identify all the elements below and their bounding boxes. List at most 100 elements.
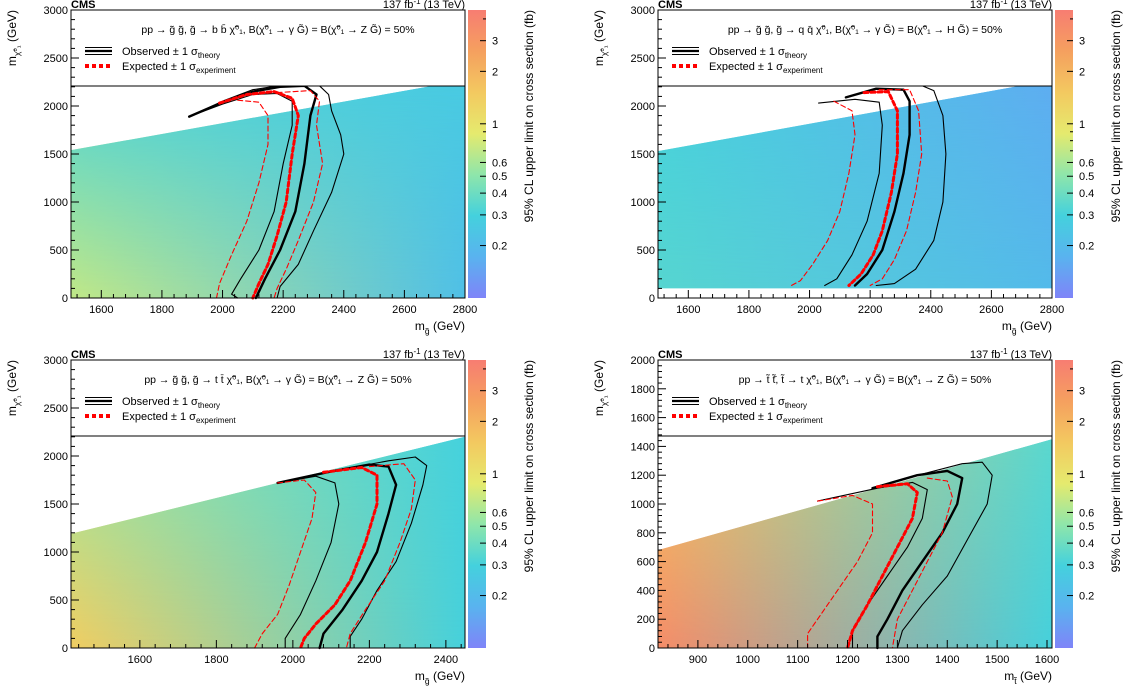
color-bar-gradient (1055, 360, 1073, 648)
x-tick-label: 2200 (357, 654, 381, 666)
color-bar-tick-label: 0.2 (1079, 241, 1094, 253)
y-tick-label: 0 (62, 643, 68, 655)
contour-expected (847, 90, 899, 287)
lumi-label: 137 fb-1 (13 TeV) (970, 347, 1052, 361)
contour-expected (299, 466, 379, 650)
color-bar-gradient (1055, 10, 1073, 298)
color-bar-title: 95% CL upper limit on cross section (fb) (1109, 360, 1123, 572)
color-bar-tick-label: 0.2 (492, 591, 507, 603)
legend-item-expected: Expected ± 1 σexperiment (85, 61, 236, 75)
contour-observed-up (330, 456, 428, 649)
y-tick-label: 3000 (44, 355, 68, 367)
legend: pp → g̃ g̃, g̃ → q q̄ χ̃⁰₁, B(χ̃⁰₁ → γ G… (657, 9, 1053, 87)
contour-observed-down (188, 92, 293, 299)
y-axis-title: mχ̃⁰₁ (GeV) (5, 10, 22, 66)
contour-observed-up (896, 461, 993, 649)
legend-label: Observed ± 1 σtheory (122, 46, 220, 60)
color-bar-tick-label: 1 (1079, 119, 1085, 131)
color-bar-title: 95% CL upper limit on cross section (fb) (522, 360, 536, 572)
experiment-label: CMS (658, 0, 682, 11)
y-tick-label: 200 (637, 614, 655, 626)
y-axis-title: mχ̃⁰₁ (GeV) (592, 360, 609, 416)
y-tick-label: 500 (50, 245, 68, 257)
contour-expected-up (891, 477, 953, 649)
process-label: pp → g̃ g̃, g̃ → t t̄ χ̃⁰₁, B(χ̃⁰₁ → γ G… (144, 373, 411, 386)
y-tick-label: 2000 (44, 101, 68, 113)
color-bar: 0.2 0.3 0.4 0.5 0.6 1 2 3 95% CL upper limit on … (1055, 10, 1123, 298)
color-bar-tick-label: 0.2 (1079, 591, 1094, 603)
y-tick-label: 1500 (631, 149, 655, 161)
y-tick-label: 2500 (44, 403, 68, 415)
contour-expected-down (790, 100, 856, 287)
color-bar-tick-label: 0.4 (1079, 538, 1094, 550)
y-tick-label: 2500 (631, 53, 655, 65)
contour-expected-up (869, 89, 923, 287)
contour-expected-down (807, 494, 874, 649)
y-tick-label: 1000 (631, 499, 655, 511)
y-tick-label: 600 (637, 557, 655, 569)
legend-item-expected: Expected ± 1 σexperiment (672, 411, 823, 425)
legend-label: Observed ± 1 σtheory (122, 396, 220, 410)
y-tick-label: 1000 (44, 547, 68, 559)
color-bar: 0.2 0.3 0.4 0.5 0.6 1 2 3 95% CL upper limit on … (468, 360, 536, 648)
x-tick-label: 1500 (985, 654, 1009, 666)
y-tick-label: 3000 (44, 5, 68, 17)
color-bar-tick-label: 0.3 (492, 560, 507, 572)
color-bar-gradient (468, 10, 486, 298)
color-bar-tick-label: 2 (492, 66, 498, 78)
y-tick-label: 1500 (44, 149, 68, 161)
x-tick-label: 2800 (1040, 304, 1064, 316)
legend-item-expected: Expected ± 1 σexperiment (672, 61, 823, 75)
x-tick-label: 2600 (979, 304, 1003, 316)
y-tick-label: 1500 (44, 499, 68, 511)
color-bar-tick-label: 0.5 (492, 521, 507, 533)
y-tick-label: 2000 (631, 101, 655, 113)
contour-observed-up (875, 82, 947, 287)
x-axis: 1600 1800 2000 2200 2400 2600 2800 mg̃ (GeV) (663, 290, 1064, 336)
y-tick-label: 3000 (631, 5, 655, 17)
x-axis-title: mg̃ (GeV) (1002, 319, 1052, 336)
color-bar-tick-label: 0.5 (1079, 171, 1094, 183)
legend-label: Observed ± 1 σtheory (709, 396, 807, 410)
x-tick-label: 1600 (89, 304, 113, 316)
y-tick-label: 500 (50, 595, 68, 607)
x-tick-label: 2400 (434, 654, 458, 666)
color-bar: 0.2 0.3 0.4 0.5 0.6 1 2 3 95% CL upper limit on … (1055, 360, 1123, 648)
color-bar-tick-label: 3 (1079, 386, 1085, 398)
experiment-label: CMS (71, 0, 95, 11)
y-tick-label: 2500 (44, 53, 68, 65)
color-bar-tick-label: 2 (492, 416, 498, 428)
color-bar-tick-label: 0.5 (1079, 521, 1094, 533)
color-bar-title: 95% CL upper limit on cross section (fb) (522, 10, 536, 222)
legend-label: Expected ± 1 σexperiment (122, 61, 236, 75)
color-bar-tick-label: 0.4 (492, 538, 507, 550)
y-tick-label: 2000 (44, 451, 68, 463)
x-tick-label: 1800 (204, 654, 228, 666)
color-bar-tick-label: 1 (492, 119, 498, 131)
y-tick-label: 1000 (44, 197, 68, 209)
chart-panel-2: pp → g̃ g̃, g̃ → q q̄ χ̃⁰₁, B(χ̃⁰₁ → γ G… (592, 0, 1123, 336)
x-tick-label: 2800 (453, 304, 477, 316)
color-bar-tick-label: 0.6 (492, 507, 507, 519)
chart-panel-3: pp → g̃ g̃, g̃ → t t̄ χ̃⁰₁, B(χ̃⁰₁ → γ G… (5, 347, 536, 686)
contour-expected-down (254, 479, 317, 649)
process-label: pp → t̃ t̃̄, t̃ → t χ̃⁰₁, B(χ̃⁰₁ → γ G̃)… (739, 373, 992, 386)
contours (790, 82, 947, 287)
legend-item-observed: Observed ± 1 σtheory (85, 396, 220, 410)
color-bar-tick-label: 2 (1079, 416, 1085, 428)
color-bar-tick-label: 3 (492, 36, 498, 48)
x-tick-label: 1600 (1035, 654, 1059, 666)
color-bar-tick-label: 0.2 (492, 241, 507, 253)
legend-label: Observed ± 1 σtheory (709, 46, 807, 60)
process-label: pp → g̃ g̃, g̃ → b b̄ χ̃⁰₁, B(χ̃⁰₁ → γ G… (141, 23, 414, 36)
contour-expected-down (215, 99, 269, 299)
chart-panel-1: pp → g̃ g̃, g̃ → b b̄ χ̃⁰₁, B(χ̃⁰₁ → γ G… (5, 0, 536, 336)
y-tick-label: 1400 (631, 441, 655, 453)
y-tick-label: 500 (637, 245, 655, 257)
x-tick-label: 2200 (271, 304, 295, 316)
legend: pp → g̃ g̃, g̃ → t t̄ χ̃⁰₁, B(χ̃⁰₁ → γ G… (70, 359, 466, 437)
y-tick-label: 1200 (631, 470, 655, 482)
y-axis: 0 200 400 600 800 1000 1200 1400 1600 1800 2000 mχ̃… (592, 355, 666, 655)
color-bar-tick-label: 0.6 (492, 157, 507, 169)
color-bar-tick-label: 0.3 (492, 210, 507, 222)
